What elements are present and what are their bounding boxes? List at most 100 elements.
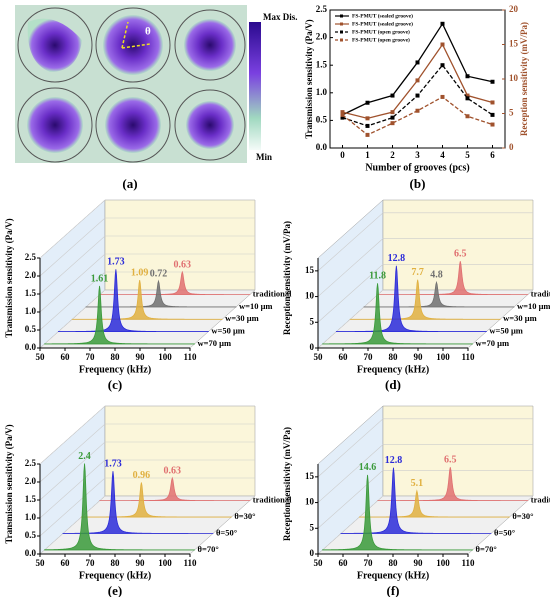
data-point: [490, 122, 495, 127]
data-label: 0.63: [174, 259, 192, 270]
resonance-peak: [44, 285, 195, 345]
layer-label: traditional: [531, 495, 550, 505]
layer-label: w=10 μm: [239, 301, 273, 311]
y-tick-label: 1.5: [316, 59, 328, 69]
x-axis-label: Frequency (kHz): [79, 570, 151, 581]
x-tick-label: 0: [340, 150, 345, 160]
layer-label: θ=50°: [216, 527, 237, 537]
grid-line: [39, 459, 255, 519]
x-tick-label: 50: [314, 558, 324, 568]
panel-label: (c): [108, 377, 122, 392]
data-label: 6.5: [454, 249, 467, 260]
data-point: [365, 132, 370, 137]
data-point: [390, 115, 395, 120]
x-tick-label: 70: [86, 558, 96, 568]
back-wall: [104, 405, 256, 497]
x-tick-label: 60: [339, 352, 349, 362]
y-tick-label: 10: [305, 291, 315, 301]
y-tick-label: 0: [310, 342, 315, 352]
x-tick-label: 80: [389, 558, 399, 568]
layer-label: traditional: [253, 289, 292, 299]
legend-marker: [340, 30, 343, 34]
x-tick-label: 70: [86, 352, 96, 362]
x-tick-label: 100: [158, 558, 172, 568]
resonance-peak: [377, 261, 529, 296]
x-tick-label: 90: [136, 352, 146, 362]
resonance-peak: [335, 265, 487, 333]
colorbar-min: Min: [256, 152, 272, 162]
layer-label: traditional: [531, 289, 550, 299]
x-tick-label: 2: [390, 150, 395, 160]
y-axis-label: Transmission sensitivity (Pa/V): [304, 19, 314, 138]
data-label: 1.09: [131, 267, 149, 278]
grid-line: [317, 212, 533, 272]
grid-line: [317, 289, 533, 349]
resonance-peak: [99, 270, 251, 296]
x-tick-label: 70: [364, 558, 374, 568]
resonance-peak: [363, 280, 515, 308]
layer-label: θ=50°: [494, 527, 515, 537]
y-axis-label: Reception sensitivity (mV/Pa): [282, 221, 292, 335]
layer-label: w=30 μm: [225, 313, 259, 323]
data-point: [340, 115, 345, 120]
data-label: 11.8: [369, 271, 386, 282]
grid-line: [317, 238, 533, 297]
displacement-maps: [27, 15, 236, 153]
resonance-peak: [358, 489, 510, 518]
data-point: [440, 94, 445, 99]
grid-line: [39, 477, 255, 537]
y-tick-label: 0.5: [316, 114, 328, 124]
grid-line: [39, 235, 255, 295]
grid-line: [39, 495, 255, 555]
y-tick-label: 2.5: [25, 458, 37, 468]
panel-label: (a): [122, 176, 137, 191]
angle-marker: [121, 21, 151, 49]
x-tick-label: 80: [111, 558, 121, 568]
layer-label: w=50 μm: [211, 326, 245, 336]
data-point: [465, 74, 470, 79]
data-point: [365, 116, 370, 121]
y-tick-label: 0.0: [25, 548, 37, 558]
data-label: 6.5: [444, 455, 457, 466]
data-point: [415, 60, 420, 65]
y-tick-label: 1.5: [25, 494, 37, 504]
grid-line: [39, 253, 255, 313]
y-tick-label: 1.0: [25, 512, 37, 522]
grid-line: [39, 441, 255, 501]
x-tick-label: 100: [436, 558, 450, 568]
x-axis-label: Number of grooves (pcs): [365, 162, 469, 173]
panel-label: (e): [108, 583, 122, 597]
panel-label: (f): [387, 583, 400, 597]
y-tick-label: 1.0: [316, 87, 328, 97]
data-point: [390, 93, 395, 98]
resonance-peak: [322, 474, 473, 551]
x-tick-label: 50: [314, 352, 324, 362]
legend-label: FS-PMUT (open groove): [352, 36, 410, 43]
x-tick-label: 60: [339, 558, 349, 568]
data-label: 4.8: [430, 270, 443, 281]
x-tick-label: 70: [364, 352, 374, 362]
legend-label: FS-PMUT (sealed groove): [352, 12, 413, 19]
data-label: 2.4: [78, 451, 91, 462]
legend-label: FS-PMUT (sealed groove): [352, 20, 413, 27]
x-tick-label: 4: [440, 150, 445, 160]
resonance-peak: [99, 476, 251, 502]
y-tick-label: 15: [305, 471, 315, 481]
legend-marker: [340, 38, 343, 42]
data-point: [440, 21, 445, 26]
data-label: 1.73: [107, 257, 125, 268]
resonance-peak: [44, 463, 195, 551]
y2-tick-label: 10: [509, 73, 519, 83]
data-point: [465, 93, 470, 98]
colorbar-max: Max Dis.: [263, 12, 298, 22]
x-tick-label: 80: [389, 352, 399, 362]
data-point: [440, 63, 445, 68]
data-point: [490, 100, 495, 105]
x-axis-label: Frequency (kHz): [357, 570, 429, 581]
x-tick-label: 100: [436, 352, 450, 362]
data-label: 12.8: [385, 455, 403, 466]
y-tick-label: 10: [305, 497, 315, 507]
colorbar: [249, 22, 261, 150]
layer-label: w=50 μm: [489, 326, 523, 336]
